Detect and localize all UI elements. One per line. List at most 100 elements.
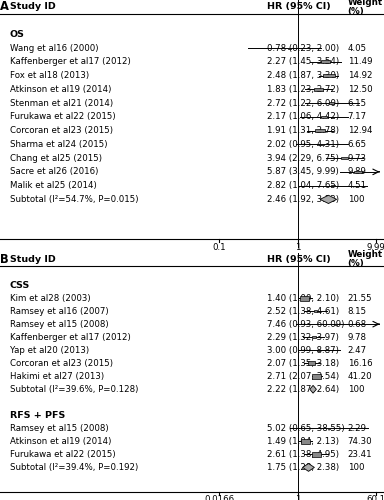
Text: 21.55: 21.55 [348, 294, 372, 302]
Text: 1: 1 [295, 496, 301, 500]
Text: Kim et al28 (2003): Kim et al28 (2003) [10, 294, 90, 302]
Text: 60.1: 60.1 [367, 496, 384, 500]
Text: 5.02 (0.65, 38.55): 5.02 (0.65, 38.55) [267, 424, 344, 433]
Bar [311, 452, 321, 457]
Text: 2.29: 2.29 [348, 424, 366, 433]
Text: Ramsey et al15 (2008): Ramsey et al15 (2008) [10, 424, 108, 433]
Text: Yap et al20 (2013): Yap et al20 (2013) [10, 346, 89, 354]
Text: 5.87 (3.45, 9.99): 5.87 (3.45, 9.99) [267, 168, 339, 176]
Bar [321, 116, 327, 118]
Text: Chang et al25 (2015): Chang et al25 (2015) [10, 154, 102, 162]
Bar [301, 439, 310, 444]
Text: 2.47: 2.47 [348, 346, 367, 354]
Text: 16.16: 16.16 [348, 358, 372, 368]
Text: Furukawa et al22 (2015): Furukawa et al22 (2015) [10, 112, 115, 122]
Text: Sharma et al24 (2015): Sharma et al24 (2015) [10, 140, 107, 149]
Text: 1.83 (1.23, 2.72): 1.83 (1.23, 2.72) [267, 85, 339, 94]
Text: 1.75 (1.28, 2.38): 1.75 (1.28, 2.38) [267, 463, 339, 472]
Text: Atkinson et al19 (2014): Atkinson et al19 (2014) [10, 437, 111, 446]
Text: 1.49 (1.04, 2.13): 1.49 (1.04, 2.13) [267, 437, 339, 446]
Bar [308, 362, 315, 365]
Text: 4.51: 4.51 [348, 181, 367, 190]
Text: Corcoran et al23 (2015): Corcoran et al23 (2015) [10, 358, 113, 368]
Text: 2.71 (2.07, 3.54): 2.71 (2.07, 3.54) [267, 372, 339, 381]
Text: Study ID: Study ID [10, 2, 55, 12]
Text: HR (95% CI): HR (95% CI) [267, 254, 331, 264]
Text: 2.07 (1.35, 3.18): 2.07 (1.35, 3.18) [267, 358, 339, 368]
Bar [329, 102, 334, 104]
Bar [315, 129, 325, 132]
Polygon shape [320, 195, 337, 203]
Text: Weight
(%): Weight (%) [348, 0, 382, 16]
Text: Study ID: Study ID [10, 254, 55, 264]
Text: 2.46 (1.92, 3.13): 2.46 (1.92, 3.13) [267, 195, 339, 204]
Text: 12.50: 12.50 [348, 85, 372, 94]
Text: Subtotal (I²=39.6%, P=0.128): Subtotal (I²=39.6%, P=0.128) [10, 385, 138, 394]
Text: 14.92: 14.92 [348, 71, 372, 80]
Text: Subtotal (I²=39.4%, P=0.192): Subtotal (I²=39.4%, P=0.192) [10, 463, 138, 472]
Text: Corcoran et al23 (2015): Corcoran et al23 (2015) [10, 126, 113, 135]
Text: 2.61 (1.38, 4.95): 2.61 (1.38, 4.95) [267, 450, 339, 459]
Text: 11.49: 11.49 [348, 58, 372, 66]
Text: 3.94 (2.29, 6.75): 3.94 (2.29, 6.75) [267, 154, 339, 162]
Text: 9.99: 9.99 [367, 242, 384, 252]
Text: 1.40 (1.00, 2.10): 1.40 (1.00, 2.10) [267, 294, 339, 302]
Text: 3.00 (0.99, 8.87): 3.00 (0.99, 8.87) [267, 346, 339, 354]
Bar [314, 310, 317, 312]
Text: 7.17: 7.17 [348, 112, 367, 122]
Text: 2.22 (1.87, 2.64): 2.22 (1.87, 2.64) [267, 385, 339, 394]
Bar [323, 74, 334, 78]
Text: 6.65: 6.65 [348, 140, 367, 149]
Text: Fox et al18 (2013): Fox et al18 (2013) [10, 71, 89, 80]
Text: 2.27 (1.45, 3.54): 2.27 (1.45, 3.54) [267, 58, 339, 66]
Text: 100: 100 [348, 385, 364, 394]
Text: 0.0166: 0.0166 [204, 496, 235, 500]
Text: 2.48 (1.87, 3.30): 2.48 (1.87, 3.30) [267, 71, 339, 80]
Text: 9.89: 9.89 [348, 168, 366, 176]
Text: 2.72 (1.22, 6.00): 2.72 (1.22, 6.00) [267, 98, 339, 108]
Text: CSS: CSS [10, 280, 30, 289]
Text: 2.52 (1.38, 4.61): 2.52 (1.38, 4.61) [267, 306, 339, 316]
Text: 0.68: 0.68 [348, 320, 367, 328]
Text: Kaffenberger et al17 (2012): Kaffenberger et al17 (2012) [10, 58, 130, 66]
Text: 12.94: 12.94 [348, 126, 372, 135]
Text: Wang et al16 (2000): Wang et al16 (2000) [10, 44, 98, 52]
Text: 1: 1 [295, 242, 301, 252]
Bar [341, 157, 348, 160]
Text: 0.78 (0.23, 2.00): 0.78 (0.23, 2.00) [267, 44, 339, 52]
Text: 74.30: 74.30 [348, 437, 372, 446]
Text: 9.73: 9.73 [348, 154, 366, 162]
Text: 1.91 (1.31, 2.78): 1.91 (1.31, 2.78) [267, 126, 339, 135]
Text: 0.1: 0.1 [213, 242, 226, 252]
Text: Atkinson et al19 (2014): Atkinson et al19 (2014) [10, 85, 111, 94]
Text: 2.17 (1.06, 4.42): 2.17 (1.06, 4.42) [267, 112, 339, 122]
Text: Ramsey et al16 (2007): Ramsey et al16 (2007) [10, 306, 108, 316]
Text: RFS + PFS: RFS + PFS [10, 411, 65, 420]
Text: 2.82 (1.04, 7.65): 2.82 (1.04, 7.65) [267, 181, 339, 190]
Text: Furukawa et al22 (2015): Furukawa et al22 (2015) [10, 450, 115, 459]
Text: Subtotal (I²=54.7%, P=0.015): Subtotal (I²=54.7%, P=0.015) [10, 195, 138, 204]
Bar [354, 170, 362, 173]
Bar [300, 296, 309, 300]
Text: 6.15: 6.15 [348, 98, 367, 108]
Text: 2.02 (0.95, 4.31): 2.02 (0.95, 4.31) [267, 140, 339, 149]
Text: 7.46 (0.93, 60.09): 7.46 (0.93, 60.09) [267, 320, 344, 328]
Bar [312, 374, 321, 378]
Text: 8.15: 8.15 [348, 306, 367, 316]
Text: 41.20: 41.20 [348, 372, 372, 381]
Text: 100: 100 [348, 463, 364, 472]
Text: B: B [0, 252, 8, 266]
Bar [328, 428, 329, 429]
Bar [313, 88, 323, 91]
Polygon shape [310, 386, 316, 393]
Text: 9.78: 9.78 [348, 332, 366, 342]
Text: A: A [0, 0, 9, 14]
Text: Sacre et al26 (2016): Sacre et al26 (2016) [10, 168, 98, 176]
Text: OS: OS [10, 30, 25, 39]
Text: 4.05: 4.05 [348, 44, 367, 52]
Bar [311, 336, 316, 338]
Text: Weight
(%): Weight (%) [348, 250, 382, 268]
Text: Kaffenberger et al17 (2012): Kaffenberger et al17 (2012) [10, 332, 130, 342]
Polygon shape [303, 464, 314, 471]
Text: Stenman et al21 (2014): Stenman et al21 (2014) [10, 98, 113, 108]
